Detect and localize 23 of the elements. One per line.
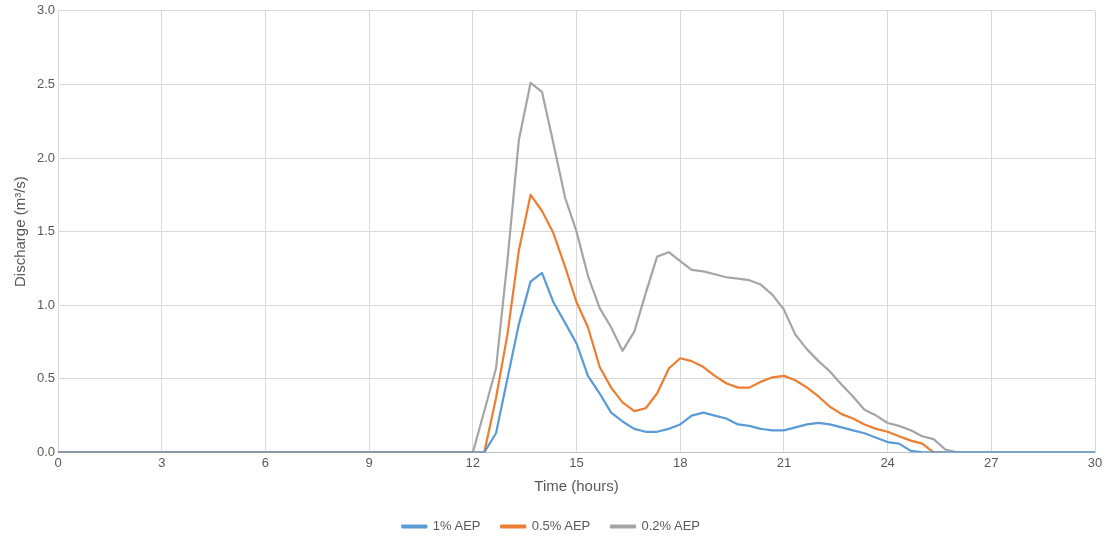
x-tick-label: 21 [776,454,792,470]
x-tick-label: 3 [158,454,166,470]
y-tick-label: 0.0 [36,443,56,459]
y-tick-label: 3.0 [36,2,56,18]
x-tick-label: 0 [54,454,62,470]
y-tick-label: 0.5 [36,370,56,386]
y-tick-label: 2.5 [36,75,56,91]
x-axis-title: Time (hours) [534,477,619,495]
x-tick-label: 18 [672,454,688,470]
x-tick-label: 9 [365,454,373,470]
x-tick-label: 15 [569,454,584,470]
legend-label: 0.5% AEP [531,518,591,534]
x-tick-label: 12 [465,454,481,470]
legend-label: 1% AEP [432,518,481,534]
y-tick-label: 1.0 [36,296,56,312]
x-tick-label: 24 [880,454,895,470]
x-tick-label: 6 [261,454,270,470]
y-tick-label: 1.5 [36,223,56,239]
y-tick-label: 2.0 [36,149,56,165]
x-tick-label: 30 [1087,454,1103,470]
y-axis-title: Discharge (m³/s) [11,176,29,288]
legend-label: 0.2% AEP [641,518,700,534]
x-tick-label: 27 [984,454,999,470]
